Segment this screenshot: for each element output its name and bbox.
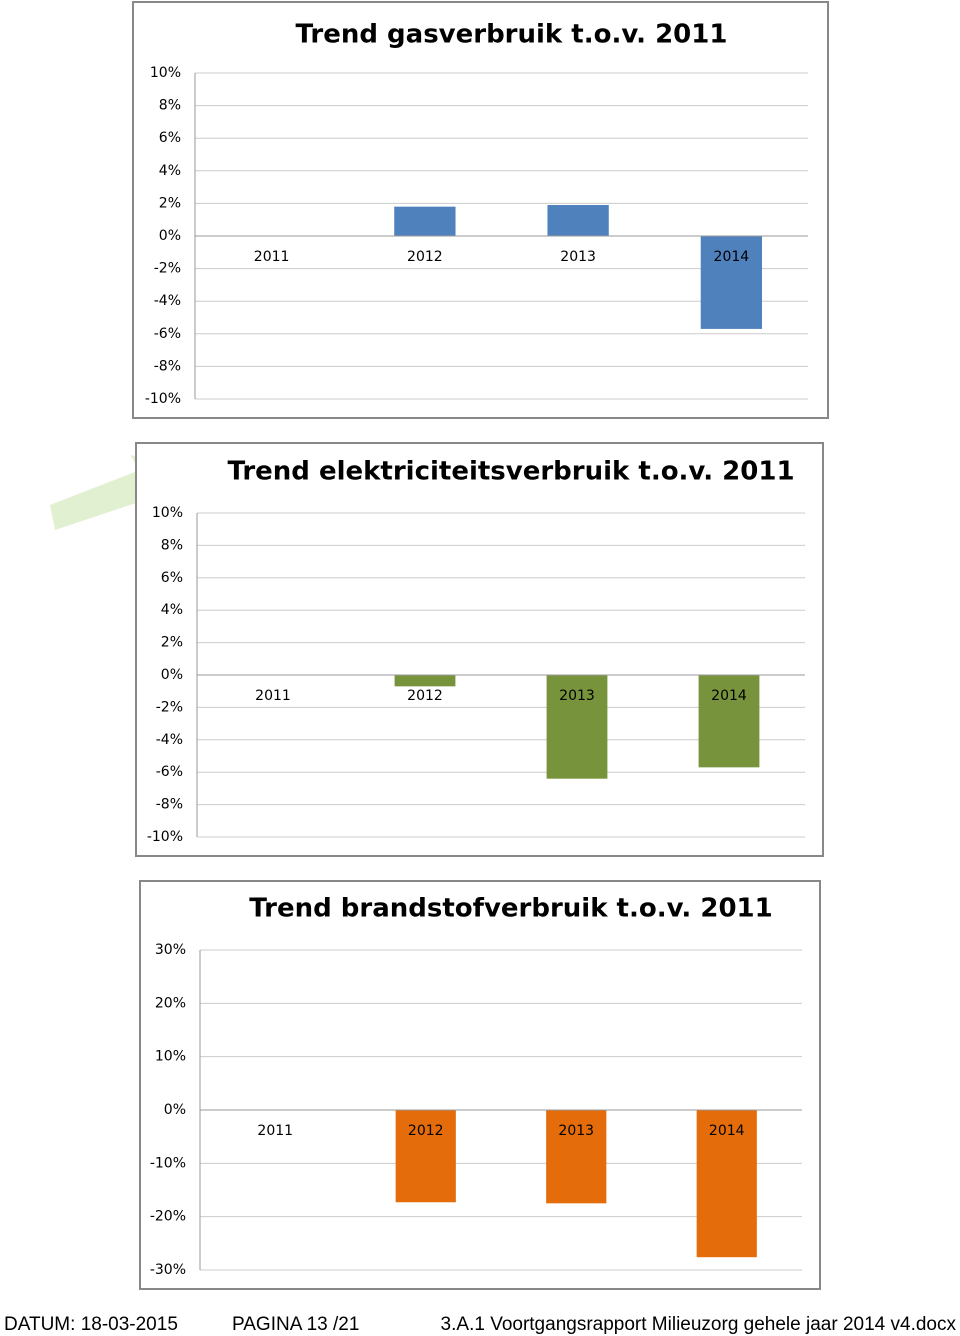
chart-title: Trend gasverbruik t.o.v. 2011: [296, 20, 728, 50]
bar: [696, 1110, 757, 1258]
y-tick-label: 20%: [155, 995, 186, 1011]
y-tick-label: -2%: [154, 261, 181, 277]
y-tick-label: 0%: [161, 667, 183, 683]
bar: [394, 675, 456, 687]
x-tick-label: 2013: [558, 1123, 594, 1139]
bar: [546, 675, 608, 779]
footer-date: DATUM: 18-03-2015: [4, 1314, 178, 1335]
chart-title: Trend elektriciteitsverbruik t.o.v. 2011: [227, 457, 794, 487]
bar: [546, 1110, 607, 1204]
bar: [395, 1110, 456, 1203]
x-tick-label: 2011: [257, 1123, 293, 1139]
y-tick-label: -8%: [154, 358, 181, 374]
x-tick-label: 2011: [254, 249, 290, 265]
x-tick-label: 2012: [407, 688, 443, 704]
x-tick-label: 2012: [407, 249, 443, 265]
y-tick-label: -10%: [145, 391, 181, 407]
x-tick-label: 2011: [255, 688, 291, 704]
y-tick-label: -4%: [156, 732, 183, 748]
y-tick-label: -6%: [154, 326, 181, 342]
chart-frame: [132, 1, 829, 419]
x-tick-label: 2014: [711, 688, 747, 704]
footer-file: 3.A.1 Voortgangsrapport Milieuzorg gehel…: [441, 1314, 957, 1335]
bar: [547, 205, 609, 236]
y-tick-label: -10%: [147, 829, 183, 845]
y-tick-label: 2%: [161, 635, 183, 651]
chart-frame: [135, 442, 824, 857]
x-tick-label: 2014: [714, 249, 750, 265]
y-tick-label: 10%: [155, 1049, 186, 1065]
bar: [700, 236, 763, 329]
y-tick-label: 4%: [159, 163, 181, 179]
y-tick-label: 6%: [161, 570, 183, 586]
y-tick-label: -2%: [156, 699, 183, 715]
x-tick-label: 2013: [559, 688, 595, 704]
bar: [698, 675, 760, 768]
y-tick-label: 6%: [159, 130, 181, 146]
y-tick-label: 10%: [152, 505, 183, 521]
footer-page: PAGINA 13 /21: [232, 1314, 359, 1335]
x-tick-label: 2012: [408, 1123, 444, 1139]
y-tick-label: -4%: [154, 293, 181, 309]
x-tick-label: 2014: [709, 1123, 745, 1139]
y-tick-label: 10%: [150, 65, 181, 81]
y-tick-label: -20%: [150, 1209, 186, 1225]
y-tick-label: 30%: [155, 942, 186, 958]
y-tick-label: -30%: [150, 1262, 186, 1278]
y-tick-label: 0%: [164, 1102, 186, 1118]
y-tick-label: -8%: [156, 797, 183, 813]
y-tick-label: 2%: [159, 195, 181, 211]
y-tick-label: 8%: [161, 537, 183, 553]
y-tick-label: -10%: [150, 1155, 186, 1171]
chart-title: Trend brandstofverbruik t.o.v. 2011: [249, 894, 772, 924]
y-tick-label: 4%: [161, 602, 183, 618]
x-tick-label: 2013: [560, 249, 596, 265]
y-tick-label: 0%: [159, 228, 181, 244]
y-tick-label: 8%: [159, 98, 181, 114]
y-tick-label: -6%: [156, 764, 183, 780]
bar: [394, 206, 456, 236]
